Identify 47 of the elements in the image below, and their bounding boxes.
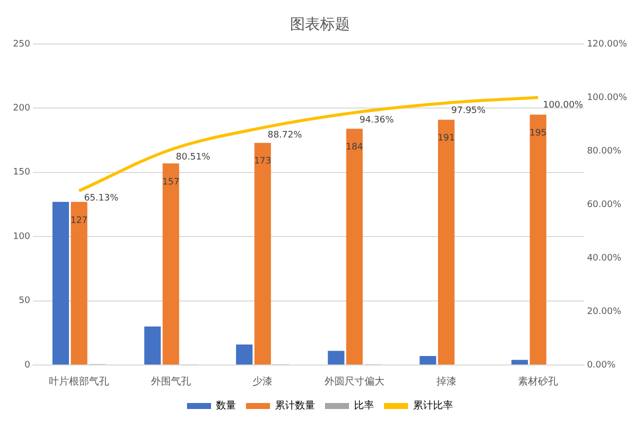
y-tick-label: 100	[12, 232, 30, 242]
bar	[236, 344, 253, 364]
data-label: 173	[254, 156, 272, 167]
bar	[328, 350, 344, 364]
y-tick-label: 200	[12, 104, 30, 114]
y2-tick-label: 0.00%	[586, 360, 616, 370]
y-tick-label: 0	[24, 360, 30, 370]
y2-tick-label: 80.00%	[586, 146, 622, 156]
x-tick-label: 少漆	[252, 376, 273, 388]
data-label: 100.00%	[543, 100, 584, 110]
data-label: 195	[529, 128, 547, 138]
x-tick-label: 外圆尺寸偏大	[324, 376, 384, 388]
y2-tick-label: 120.00%	[586, 39, 628, 50]
data-label: 191	[438, 134, 455, 144]
x-tick-label: 素材砂孔	[518, 376, 558, 388]
bar	[52, 202, 69, 364]
x-tick-label: 叶片根部气孔	[49, 376, 110, 388]
y2-tick-label: 60.00%	[586, 200, 622, 210]
data-label: 127	[70, 216, 88, 226]
legend-label: 累计数量	[275, 400, 315, 412]
bar	[144, 326, 161, 364]
data-label: 65.13%	[84, 194, 119, 204]
y2-tick-label: 40.00%	[586, 253, 622, 264]
data-label: 97.95%	[451, 106, 486, 116]
data-label: 94.36%	[359, 115, 394, 126]
x-tick-label: 掉漆	[436, 376, 456, 388]
bar	[511, 360, 528, 364]
y-tick-label: 150	[12, 168, 30, 178]
x-tick-label: 外围气孔	[150, 376, 191, 388]
legend-label: 数量	[216, 400, 236, 412]
data-label: 88.72%	[268, 130, 302, 141]
bar	[438, 120, 455, 364]
legend-label: 累计比率	[413, 400, 453, 412]
bar	[420, 356, 436, 364]
chart-title: 图表标题	[290, 14, 350, 33]
y-tick-label: 50	[18, 296, 30, 306]
data-label: 80.51%	[176, 152, 211, 162]
data-label: 157	[162, 177, 180, 188]
bar	[530, 114, 546, 364]
y-tick-label: 250	[12, 39, 30, 50]
legend-label: 比率	[354, 400, 374, 412]
y2-tick-label: 100.00%	[586, 92, 628, 103]
y2-tick-label: 20.00%	[586, 306, 622, 317]
bar	[70, 202, 88, 364]
bar	[346, 128, 363, 364]
bar	[162, 163, 180, 364]
bar	[254, 142, 271, 364]
